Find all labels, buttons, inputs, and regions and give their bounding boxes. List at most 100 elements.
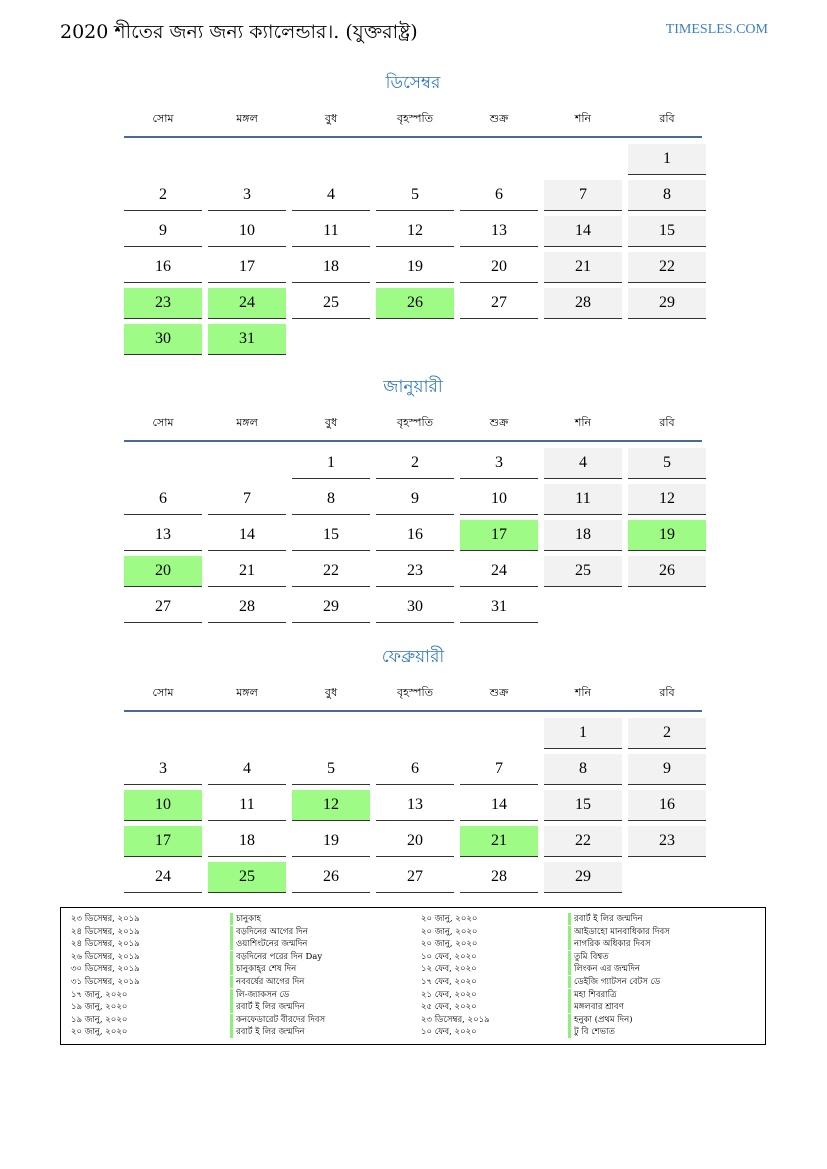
day-cell[interactable]: 22 bbox=[292, 556, 370, 587]
day-cell[interactable]: 28 bbox=[208, 592, 286, 623]
day-cell[interactable]: 3 bbox=[460, 448, 538, 479]
day-cell[interactable]: 22 bbox=[628, 252, 706, 283]
day-cell[interactable]: 7 bbox=[208, 484, 286, 515]
day-cell[interactable]: 29 bbox=[544, 862, 622, 893]
day-cell[interactable]: 21 bbox=[544, 252, 622, 283]
day-cell[interactable]: 23 bbox=[124, 288, 202, 319]
day-cell[interactable]: 22 bbox=[544, 826, 622, 857]
header-divider bbox=[124, 440, 702, 442]
day-cell[interactable]: 2 bbox=[376, 448, 454, 479]
day-cell[interactable]: 5 bbox=[292, 754, 370, 785]
day-cell[interactable]: 10 bbox=[208, 216, 286, 247]
day-cell[interactable]: 3 bbox=[124, 754, 202, 785]
day-cell[interactable]: 17 bbox=[124, 826, 202, 857]
day-cell[interactable]: 21 bbox=[460, 826, 538, 857]
day-cell[interactable]: 4 bbox=[292, 180, 370, 211]
day-cell[interactable]: 9 bbox=[628, 754, 706, 785]
day-cell[interactable]: 20 bbox=[376, 826, 454, 857]
day-cell[interactable]: 18 bbox=[292, 252, 370, 283]
day-cell[interactable]: 5 bbox=[376, 180, 454, 211]
day-cell[interactable]: 19 bbox=[292, 826, 370, 857]
day-cell[interactable]: 8 bbox=[628, 180, 706, 211]
day-cell[interactable]: 6 bbox=[376, 754, 454, 785]
day-cell[interactable]: 9 bbox=[124, 216, 202, 247]
holiday-name: চানুকাহ্‌র শেষ দিন bbox=[236, 964, 297, 975]
day-cell[interactable]: 6 bbox=[460, 180, 538, 211]
day-cell[interactable]: 7 bbox=[460, 754, 538, 785]
day-cell[interactable]: 24 bbox=[460, 556, 538, 587]
day-cell[interactable]: 2 bbox=[124, 180, 202, 211]
day-cell[interactable]: 23 bbox=[376, 556, 454, 587]
day-cell[interactable]: 31 bbox=[208, 324, 286, 355]
holiday-name: নাগরিক অধিকার দিবস bbox=[574, 939, 651, 950]
holiday-date: ১৭ জানু, ২০২০ bbox=[71, 989, 128, 1000]
day-cell[interactable]: 14 bbox=[208, 520, 286, 551]
day-cell[interactable]: 7 bbox=[544, 180, 622, 211]
day-cell[interactable]: 25 bbox=[208, 862, 286, 893]
day-cell[interactable]: 4 bbox=[208, 754, 286, 785]
day-cell[interactable]: 17 bbox=[460, 520, 538, 551]
day-cell[interactable]: 15 bbox=[292, 520, 370, 551]
holiday-name: লিংকন এর জন্মদিন bbox=[574, 964, 640, 975]
day-cell[interactable]: 25 bbox=[292, 288, 370, 319]
day-cell[interactable]: 14 bbox=[544, 216, 622, 247]
day-cell[interactable]: 15 bbox=[544, 790, 622, 821]
day-cell[interactable]: 24 bbox=[208, 288, 286, 319]
day-cell[interactable]: 10 bbox=[124, 790, 202, 821]
day-cell[interactable]: 30 bbox=[124, 324, 202, 355]
day-cell[interactable]: 12 bbox=[376, 216, 454, 247]
day-cell[interactable]: 27 bbox=[460, 288, 538, 319]
day-cell[interactable]: 19 bbox=[628, 520, 706, 551]
day-cell[interactable]: 28 bbox=[460, 862, 538, 893]
day-cell[interactable]: 19 bbox=[376, 252, 454, 283]
site-link[interactable]: TIMESLES.COM bbox=[665, 22, 768, 37]
day-cell[interactable]: 3 bbox=[208, 180, 286, 211]
day-cell[interactable]: 18 bbox=[544, 520, 622, 551]
day-cell[interactable]: 14 bbox=[460, 790, 538, 821]
day-cell[interactable]: 11 bbox=[208, 790, 286, 821]
day-cell[interactable]: 12 bbox=[292, 790, 370, 821]
day-cell[interactable]: 5 bbox=[628, 448, 706, 479]
day-cell[interactable]: 1 bbox=[628, 144, 706, 175]
day-cell[interactable]: 16 bbox=[376, 520, 454, 551]
holiday-date: ৩০ ডিসেম্বর, ২০১৯ bbox=[71, 964, 140, 975]
day-cell[interactable]: 13 bbox=[124, 520, 202, 551]
day-cell[interactable]: 1 bbox=[292, 448, 370, 479]
day-cell[interactable]: 2 bbox=[628, 718, 706, 749]
day-cell[interactable]: 29 bbox=[628, 288, 706, 319]
day-cell[interactable]: 26 bbox=[292, 862, 370, 893]
day-cell[interactable]: 10 bbox=[460, 484, 538, 515]
day-cell[interactable]: 4 bbox=[544, 448, 622, 479]
day-cell[interactable]: 15 bbox=[628, 216, 706, 247]
day-cell[interactable]: 16 bbox=[628, 790, 706, 821]
day-cell[interactable]: 29 bbox=[292, 592, 370, 623]
day-cell[interactable]: 18 bbox=[208, 826, 286, 857]
day-cell[interactable]: 13 bbox=[376, 790, 454, 821]
holiday-marker bbox=[568, 913, 571, 925]
day-cell[interactable]: 16 bbox=[124, 252, 202, 283]
day-cell[interactable]: 20 bbox=[124, 556, 202, 587]
day-cell[interactable]: 12 bbox=[628, 484, 706, 515]
day-cell[interactable]: 24 bbox=[124, 862, 202, 893]
day-cell[interactable]: 27 bbox=[124, 592, 202, 623]
day-cell[interactable]: 23 bbox=[628, 826, 706, 857]
day-cell[interactable]: 20 bbox=[460, 252, 538, 283]
day-cell[interactable]: 11 bbox=[544, 484, 622, 515]
day-cell[interactable]: 9 bbox=[376, 484, 454, 515]
day-cell[interactable]: 6 bbox=[124, 484, 202, 515]
day-cell[interactable]: 21 bbox=[208, 556, 286, 587]
day-cell[interactable]: 25 bbox=[544, 556, 622, 587]
day-cell[interactable]: 8 bbox=[544, 754, 622, 785]
day-cell[interactable]: 28 bbox=[544, 288, 622, 319]
day-cell[interactable]: 26 bbox=[628, 556, 706, 587]
day-cell[interactable]: 1 bbox=[544, 718, 622, 749]
day-cell[interactable]: 31 bbox=[460, 592, 538, 623]
day-cell[interactable]: 8 bbox=[292, 484, 370, 515]
day-cell[interactable]: 17 bbox=[208, 252, 286, 283]
holiday-date: ২০ জানু, ২০২০ bbox=[421, 939, 478, 950]
day-cell[interactable]: 27 bbox=[376, 862, 454, 893]
day-cell[interactable]: 30 bbox=[376, 592, 454, 623]
day-cell[interactable]: 26 bbox=[376, 288, 454, 319]
day-cell[interactable]: 13 bbox=[460, 216, 538, 247]
day-cell[interactable]: 11 bbox=[292, 216, 370, 247]
